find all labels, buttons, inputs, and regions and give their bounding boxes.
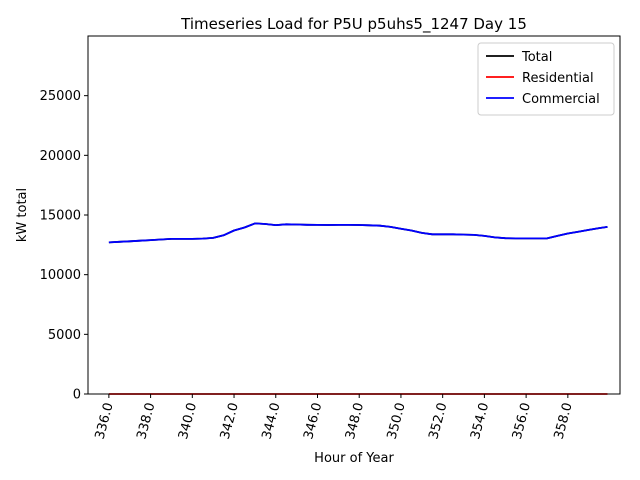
x-tick-label: 338.0 — [134, 401, 158, 441]
x-tick-label: 354.0 — [468, 401, 492, 441]
legend: Total Residential Commercial — [477, 42, 615, 116]
y-axis-label: kW total — [15, 188, 30, 242]
x-tick-label: 344.0 — [260, 401, 284, 441]
y-tick-label: 15000 — [40, 209, 81, 224]
x-tick-label: 356.0 — [510, 401, 534, 441]
x-axis-label: Hour of Year — [314, 451, 394, 466]
x-tick-label: 346.0 — [301, 401, 325, 441]
x-tick-label: 336.0 — [93, 401, 117, 441]
x-tick-label: 342.0 — [218, 401, 242, 441]
y-tick-label: 20000 — [40, 149, 81, 164]
legend-label-total: Total — [521, 50, 552, 65]
y-tick-label: 5000 — [48, 328, 81, 343]
y-tick-label: 10000 — [40, 268, 81, 283]
chart-title: Timeseries Load for P5U p5uhs5_1247 Day … — [180, 15, 527, 34]
y-axis: 0 5000 10000 15000 20000 25000 — [40, 89, 88, 403]
x-axis: 336.0 338.0 340.0 342.0 344.0 346.0 348.0 350.0… — [93, 394, 576, 441]
legend-label-residential: Residential — [522, 71, 594, 86]
series-line-commercial — [108, 222, 608, 244]
legend-label-commercial: Commercial — [522, 92, 600, 107]
y-tick-label: 25000 — [40, 89, 81, 104]
x-tick-label: 358.0 — [552, 401, 576, 441]
x-tick-label: 352.0 — [426, 401, 450, 441]
legend-box — [477, 42, 615, 116]
y-tick-label: 0 — [73, 388, 81, 403]
x-tick-label: 350.0 — [385, 401, 409, 441]
x-tick-label: 348.0 — [343, 401, 367, 441]
x-tick-label: 340.0 — [176, 401, 200, 441]
plot-lines — [108, 222, 608, 395]
